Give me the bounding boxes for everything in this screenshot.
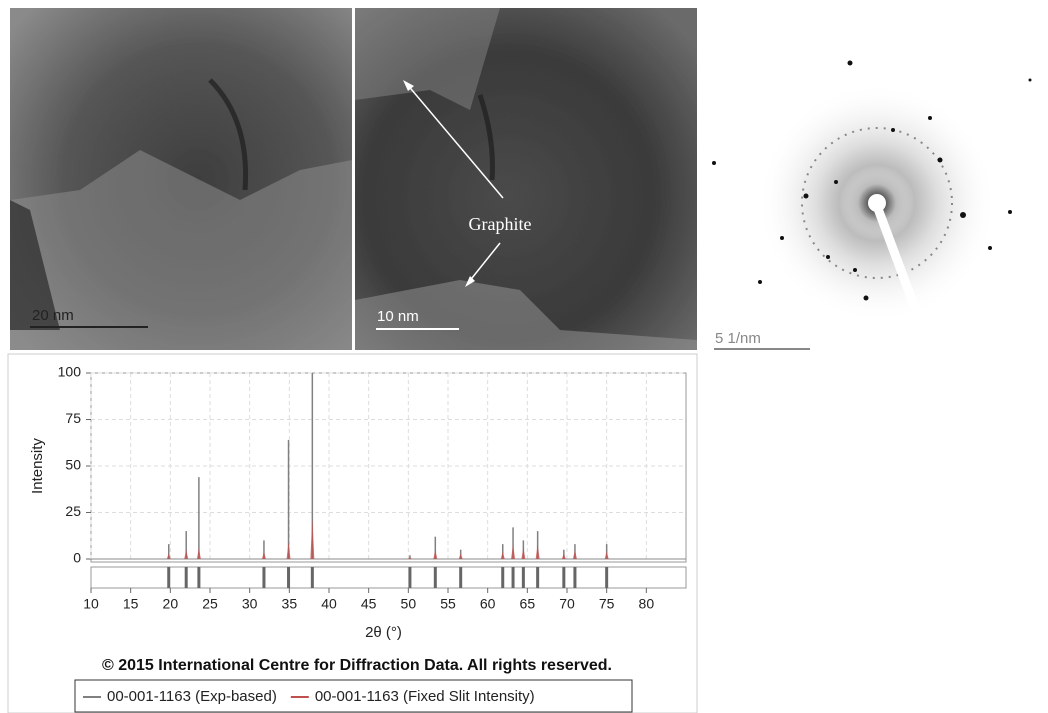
note: © 2015 International Centre for Diffract…: [102, 657, 612, 674]
legend: 00-001-1163 (Exp-based) 00-001-1163 (Fixe…: [74, 679, 633, 713]
x-tick-label: 60: [480, 596, 496, 612]
y-axis-label: Intensity: [29, 438, 46, 494]
scale-label: 5 1/nm: [715, 330, 761, 347]
scale-label: 20 nm: [32, 307, 74, 324]
tem-image-1: 20 nm: [10, 8, 352, 350]
x-tick-label: 70: [559, 596, 575, 612]
legend-label: 00-001-1163 (Fixed Slit Intensity): [315, 688, 535, 705]
peak-fill: [261, 551, 266, 559]
legend-label: 00-001-1163 (Exp-based): [107, 688, 277, 705]
peak-fill: [286, 542, 291, 559]
tem-image-2: 10 nm Graphite: [355, 8, 697, 350]
peak-fill: [458, 553, 463, 559]
xrd-chart: 0 25 50 75 100 10 15 20 25 30 35 40 45 50 55 60 65 70 75 80…: [29, 364, 687, 713]
x-tick-label: 50: [401, 596, 417, 612]
y-tick-label: 75: [65, 410, 81, 426]
x-tick-label: 40: [321, 596, 337, 612]
plot-area: [90, 372, 687, 563]
y-tick-label: 50: [65, 457, 81, 473]
x-tick-label: 15: [123, 596, 139, 612]
y-tick-label: 25: [65, 503, 81, 519]
x-tick-label: 35: [282, 596, 298, 612]
x-tick-label: 55: [440, 596, 456, 612]
peak-fill: [572, 549, 577, 559]
peak-fill: [310, 518, 315, 559]
annotation: Graphite: [469, 214, 532, 234]
x-tick-label: 65: [520, 596, 536, 612]
peak-fill: [535, 544, 540, 559]
peak-fill: [521, 547, 526, 559]
peak-fill: [500, 551, 505, 559]
x-tick-label: 20: [163, 596, 179, 612]
peak-fill: [604, 551, 609, 559]
x-tick-label: 30: [242, 596, 258, 612]
legend-box: [74, 679, 633, 713]
diffraction-image: 5 1/nm: [708, 8, 1048, 358]
y-tick-label: 0: [73, 550, 81, 566]
peak-fill: [196, 547, 201, 559]
peak-fill: [166, 553, 171, 559]
scale-label: 10 nm: [377, 308, 419, 325]
peak-fill: [561, 553, 566, 559]
x-axis-label: 2θ (°): [365, 624, 402, 641]
y-tick-label: 100: [58, 364, 82, 380]
reference-strip: [90, 566, 687, 589]
peak-fill: [184, 549, 189, 559]
peak-fill: [511, 544, 516, 559]
x-tick-label: 10: [83, 596, 99, 612]
x-tick-label: 80: [639, 596, 655, 612]
x-tick-label: 45: [361, 596, 377, 612]
x-tick-label: 25: [202, 596, 218, 612]
peak-fill: [407, 557, 412, 559]
peak-fill: [433, 549, 438, 559]
x-tick-label: 75: [599, 596, 615, 612]
